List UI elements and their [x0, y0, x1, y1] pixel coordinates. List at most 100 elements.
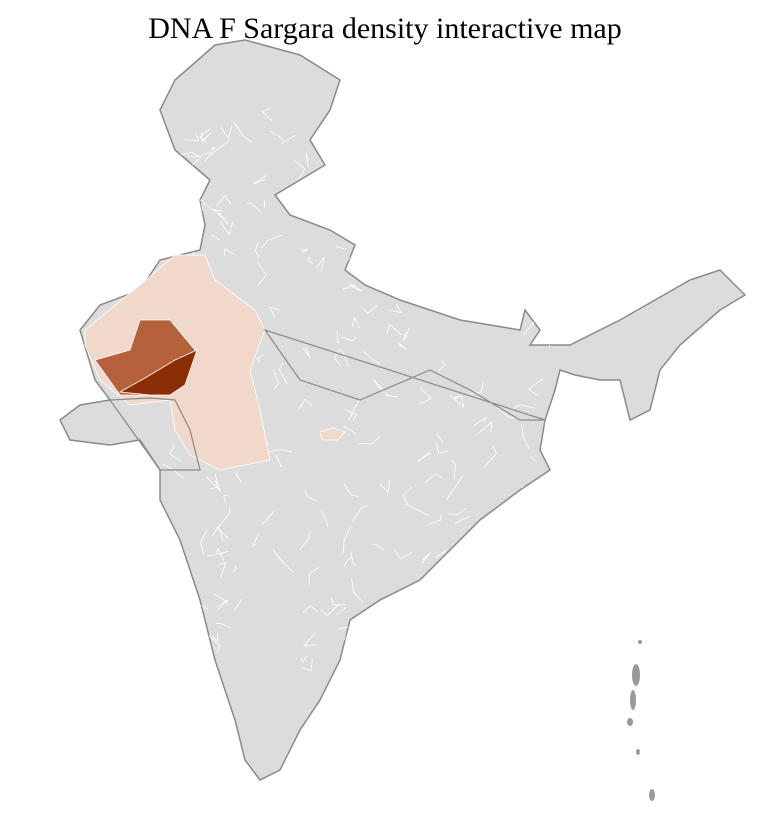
district-border-line: [536, 555, 551, 568]
district-border-line: [512, 404, 535, 410]
district-border-line: [452, 201, 467, 217]
district-border-line: [421, 552, 431, 564]
district-border-line: [200, 131, 212, 143]
district-border-line: [301, 249, 309, 254]
district-border-line: [320, 603, 340, 617]
district-border-line: [386, 323, 403, 336]
district-border-line: [416, 451, 432, 463]
district-border-line: [218, 561, 227, 578]
district-border-line: [174, 240, 198, 245]
district-border-line: [397, 211, 404, 229]
district-border-line: [281, 135, 296, 145]
district-border-line: [168, 660, 176, 672]
district-border-line: [446, 475, 463, 501]
district-border-line: [453, 395, 462, 399]
district-border-line: [215, 547, 225, 561]
district-border-line: [333, 348, 342, 367]
region-density-low-east[interactable]: [319, 427, 346, 441]
district-border-line: [453, 637, 457, 649]
district-border-line: [450, 460, 457, 479]
district-border-line: [530, 282, 548, 296]
district-border-line: [302, 345, 311, 358]
district-border-line: [208, 635, 221, 653]
district-border-line: [257, 262, 267, 287]
district-border-line: [352, 178, 365, 190]
district-border-line: [348, 283, 363, 292]
island: [636, 749, 640, 755]
district-border-line: [351, 579, 363, 603]
district-border-line: [434, 110, 451, 133]
district-border-line: [466, 226, 481, 238]
district-border-line: [212, 525, 224, 542]
district-border-line: [172, 584, 180, 594]
district-border-line: [400, 645, 415, 653]
district-border-line: [467, 537, 481, 551]
district-border-line: [488, 301, 508, 314]
district-border-line: [204, 147, 216, 162]
district-border-line: [343, 557, 353, 567]
district-border-line: [519, 643, 526, 664]
district-border-line: [200, 529, 208, 555]
district-border-line: [336, 607, 347, 616]
district-border-line: [468, 300, 482, 314]
district-border-line: [390, 303, 403, 314]
district-border-line: [232, 565, 238, 573]
district-border-line: [528, 192, 541, 220]
district-border-line: [444, 296, 461, 317]
district-border-line: [464, 302, 474, 315]
district-border-line: [350, 552, 357, 566]
district-border-line: [272, 369, 280, 390]
district-border-line: [496, 257, 511, 269]
district-border-line: [424, 473, 443, 484]
map-title: DNA F Sargara density interactive map: [148, 12, 622, 45]
district-border-line: [343, 484, 360, 498]
district-border-line: [301, 659, 313, 672]
district-border-line: [428, 513, 442, 525]
andaman-nicobar-islands[interactable]: [627, 640, 655, 801]
district-border-line: [528, 190, 541, 208]
district-border-line: [454, 555, 466, 563]
district-border-line: [343, 647, 357, 670]
district-border-line: [467, 233, 483, 239]
district-border-line: [449, 395, 465, 408]
district-border-line: [379, 479, 391, 493]
district-border-line: [436, 433, 443, 443]
district-border-line: [352, 505, 369, 523]
district-border-line: [472, 137, 494, 158]
district-border-line: [256, 353, 264, 363]
island: [630, 690, 636, 710]
district-border-line: [485, 645, 491, 655]
district-border-line: [463, 276, 475, 290]
district-border-line: [342, 284, 356, 290]
district-border-line: [224, 248, 235, 257]
state-border-central: [263, 328, 546, 421]
district-border-line: [171, 238, 181, 255]
district-border-line: [403, 154, 408, 169]
region-density-high[interactable]: [118, 349, 198, 396]
district-border-line: [524, 563, 537, 575]
district-border-line: [187, 152, 209, 157]
district-border-line: [206, 476, 222, 492]
district-border-line: [305, 152, 309, 168]
district-border-line: [546, 229, 557, 244]
district-border-line: [300, 656, 307, 663]
district-border-line: [245, 202, 263, 214]
district-border-line: [167, 543, 174, 562]
district-border-line: [215, 622, 231, 629]
district-border-line: [401, 179, 415, 189]
india-outline[interactable]: [59, 39, 747, 781]
district-border-line: [382, 140, 394, 156]
district-border-line: [320, 511, 329, 528]
district-border-line: [355, 193, 361, 202]
district-border-line: [196, 609, 203, 617]
district-border-line: [438, 359, 446, 372]
district-border-line: [169, 444, 181, 462]
district-border-line: [344, 658, 357, 665]
district-border-line: [363, 351, 381, 365]
district-border-line: [539, 143, 550, 167]
district-border-line: [452, 545, 464, 556]
island: [627, 718, 633, 726]
district-border-line: [253, 175, 267, 185]
district-border-line: [211, 208, 224, 215]
